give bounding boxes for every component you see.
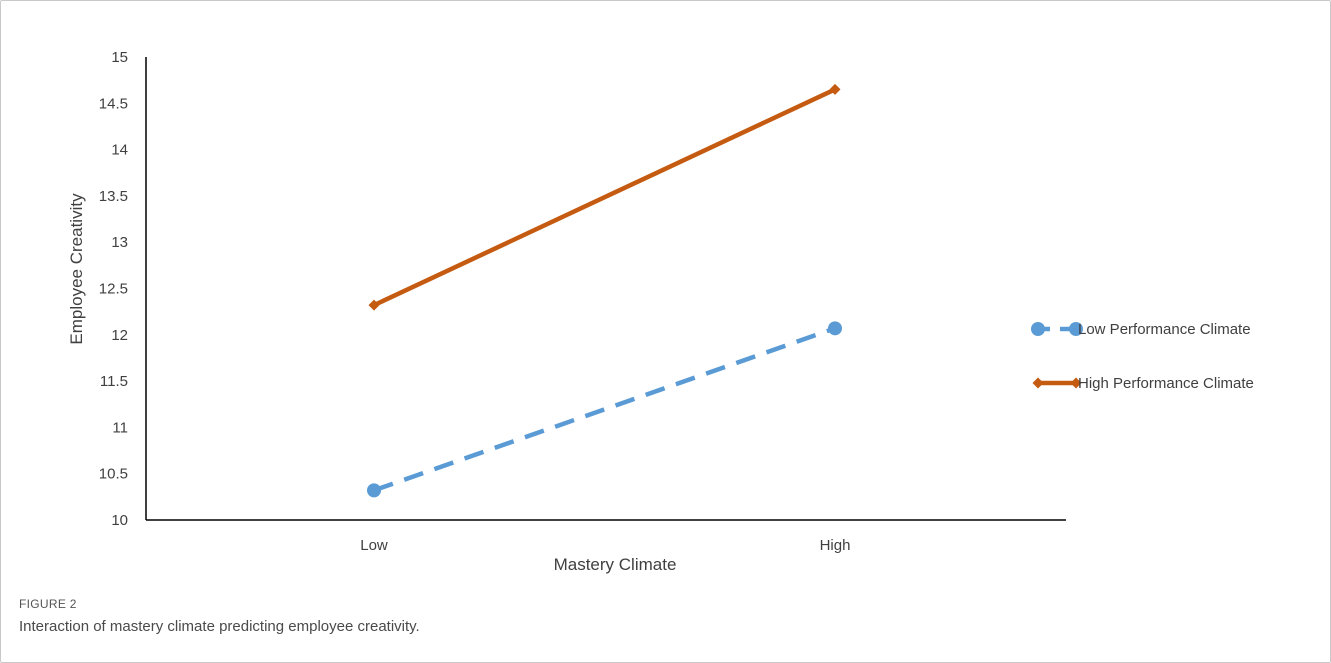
high-performance-legend-marker xyxy=(1032,377,1044,389)
y-axis-tick-labels: 10 10.5 11 11.5 12 12.5 13 13.5 14 14.5 15 xyxy=(99,49,128,529)
low-performance-legend-label: Low Performance Climate xyxy=(1078,321,1251,338)
series-group xyxy=(367,83,842,498)
interaction-line-chart: 10 10.5 11 11.5 12 12.5 13 13.5 14 14.5 15 Low High… xyxy=(67,49,1254,574)
low-performance-legend-marker xyxy=(1031,322,1045,336)
x-tick-label: High xyxy=(820,537,851,554)
low-performance-data-point xyxy=(828,321,842,336)
y-axis-title: Employee Creativity xyxy=(67,193,86,345)
y-tick-label: 12.5 xyxy=(99,281,128,298)
y-tick-label: 10.5 xyxy=(99,466,128,483)
high-performance-data-point xyxy=(368,299,380,311)
x-axis-tick-labels: Low High xyxy=(360,537,850,554)
y-tick-label: 12 xyxy=(111,327,128,344)
y-tick-label: 11.5 xyxy=(100,373,128,390)
y-tick-label: 14 xyxy=(111,142,128,159)
figure-label: FIGURE 2 xyxy=(19,597,77,611)
y-tick-label: 14.5 xyxy=(99,95,128,112)
y-tick-label: 10 xyxy=(111,512,128,529)
high-performance-data-point xyxy=(829,83,841,95)
low-performance-data-point xyxy=(367,483,381,498)
high-performance-legend-marker xyxy=(1070,377,1082,389)
high-performance-series-line xyxy=(373,87,836,308)
y-tick-label: 11 xyxy=(112,419,128,436)
low-performance-legend-marker xyxy=(1069,322,1083,336)
legend: Low Performance Climate High Performance … xyxy=(1031,321,1254,392)
x-tick-label: Low xyxy=(360,537,388,554)
y-tick-label: 15 xyxy=(111,49,128,66)
y-tick-label: 13 xyxy=(111,234,128,251)
y-tick-label: 13.5 xyxy=(99,188,128,205)
high-performance-legend-label: High Performance Climate xyxy=(1078,375,1254,392)
low-performance-series-line xyxy=(373,326,836,493)
figure-caption: Interaction of mastery climate predictin… xyxy=(19,618,420,635)
x-axis-title: Mastery Climate xyxy=(554,555,677,574)
